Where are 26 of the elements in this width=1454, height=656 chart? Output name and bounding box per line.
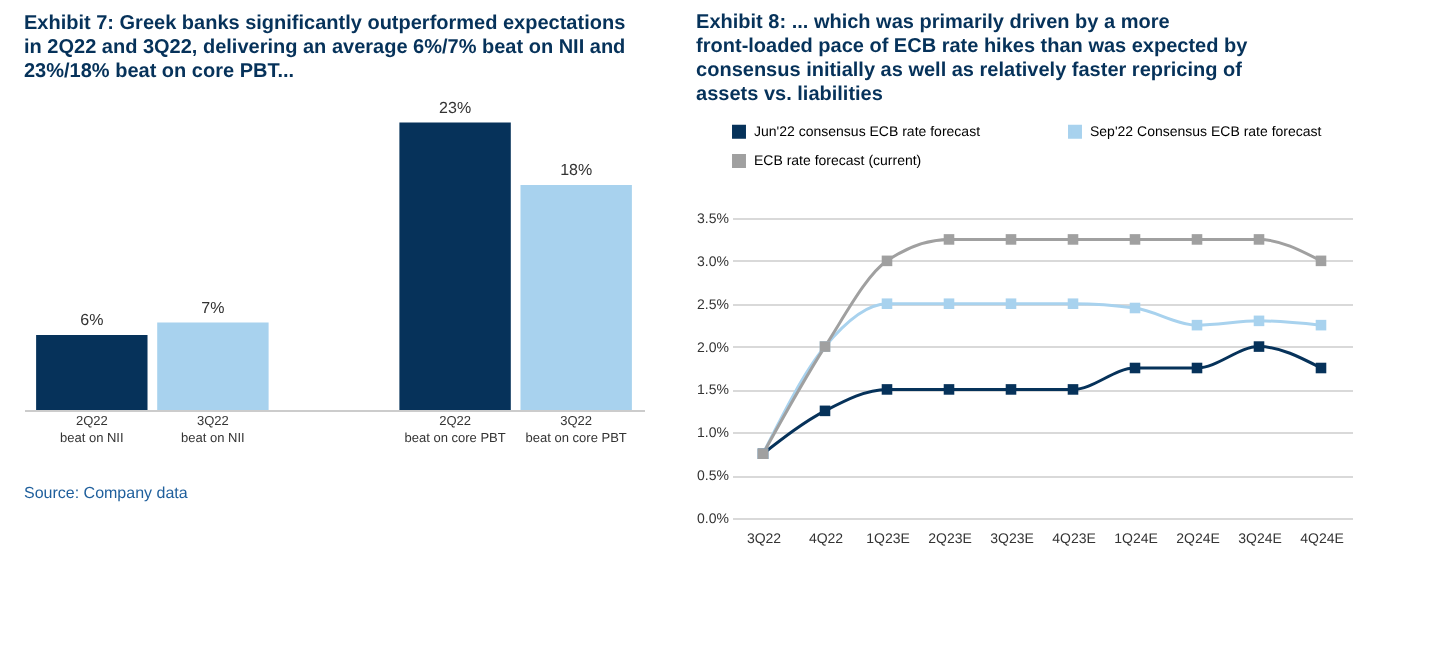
point (1129, 234, 1141, 245)
bar (520, 185, 632, 410)
point (1067, 298, 1079, 310)
chart-title: Exhibit 8: ... which was primarily driven by a more front-loaded pace of ECB rate hikes than was expected by consensus initially as well as relatively faster repricing of assets vs. liabilities (696, 12, 1249, 106)
point (943, 384, 955, 395)
point (1253, 341, 1265, 352)
chart-title: Exhibit 7: Greek banks significantly outperformed expectations in 2Q22 and 3Q22, delivering an average 6%/7% beat on NII and 23%/18% beat on core PBT... (24, 12, 627, 83)
point (1005, 234, 1017, 245)
point (881, 298, 893, 310)
point (1067, 234, 1079, 245)
bar (36, 335, 148, 410)
point (943, 298, 955, 310)
point (1067, 384, 1079, 395)
source-note: Source: Company data (24, 484, 189, 502)
point (1191, 234, 1203, 245)
bar (157, 322, 269, 410)
point (881, 384, 893, 395)
data-label: 23% (439, 98, 472, 117)
point (1005, 298, 1017, 310)
point (1005, 384, 1017, 395)
point (1253, 234, 1265, 245)
bar (399, 122, 511, 410)
data-label: 6% (80, 311, 104, 329)
data-label: 18% (560, 161, 593, 179)
data-label: 7% (201, 298, 225, 317)
point (943, 234, 955, 245)
